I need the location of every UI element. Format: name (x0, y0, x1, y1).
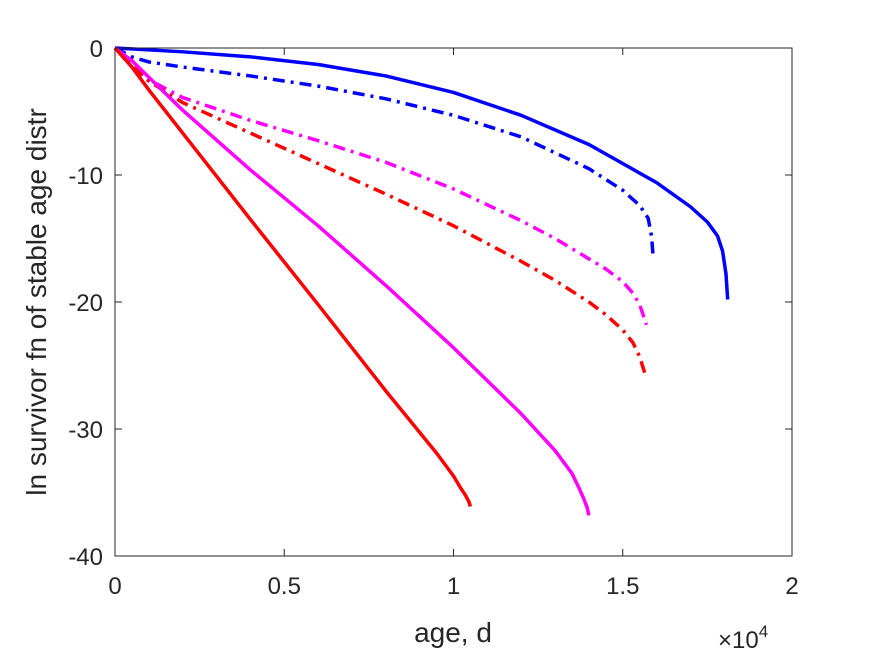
plot-background (115, 48, 792, 556)
y-axis-label: ln survivor fn of stable age distr (21, 108, 52, 496)
x-tick-label: 1.5 (606, 573, 639, 600)
y-tick-label: -40 (68, 544, 103, 571)
x-tick-label: 1 (447, 573, 460, 600)
x-tick-label: 0.5 (268, 573, 301, 600)
x-axis-exponent-power: 4 (759, 622, 768, 641)
x-axis-exponent-base: ×10 (718, 627, 759, 654)
x-axis-ticks: 0 0.5 1 1.5 2 (108, 48, 799, 600)
series-line-1 (114, 46, 730, 300)
series-line-5 (113, 46, 591, 516)
y-tick-label: 0 (90, 36, 103, 63)
y-tick-label: -10 (68, 163, 103, 190)
y-tick-label: -30 (68, 417, 103, 444)
series-line-4 (113, 46, 647, 374)
y-axis-ticks: 0 -10 -20 -30 -40 (68, 36, 792, 571)
x-axis-exponent: ×104 (718, 622, 768, 654)
x-tick-label: 0 (108, 573, 121, 600)
series-layer (113, 46, 730, 516)
series-line-6 (113, 46, 473, 508)
x-tick-label: 2 (785, 573, 798, 600)
y-tick-label: -20 (68, 290, 103, 317)
x-axis-label: age, d (414, 617, 492, 648)
